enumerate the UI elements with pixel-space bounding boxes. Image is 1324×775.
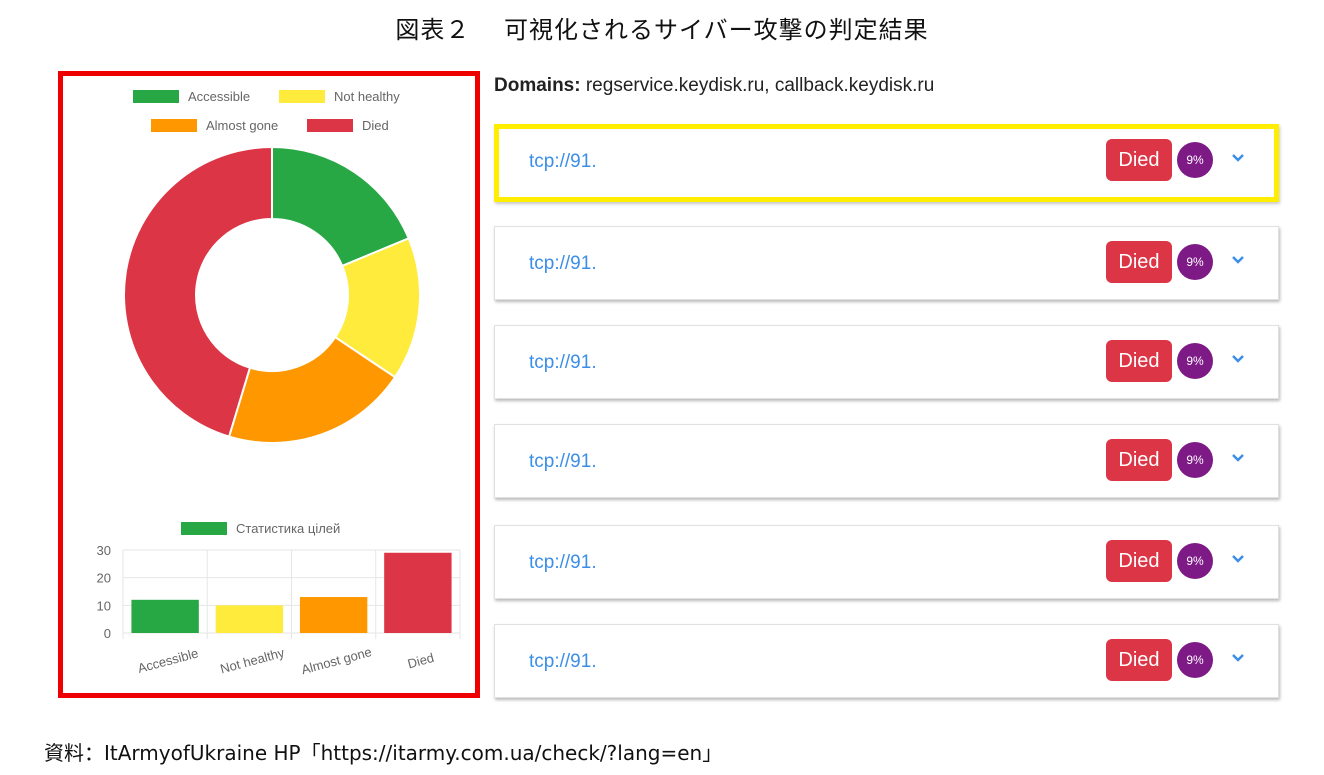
legend-label: Not healthy <box>334 89 400 104</box>
chevron-down-icon[interactable] <box>1231 651 1245 665</box>
figure-source: 資料：ItArmyofUkraine HP「https://itarmy.com… <box>44 741 723 765</box>
x-tick-label: Almost gone <box>300 644 374 677</box>
target-row[interactable]: tcp://91. Died 9% <box>494 424 1279 498</box>
target-row[interactable]: tcp://91. Died 9% <box>494 325 1279 399</box>
percent-badge: 9% <box>1177 442 1213 478</box>
donut-slice-almost-gone <box>227 335 397 444</box>
x-tick-label: Accessible <box>136 645 200 676</box>
figure-title: 図表２ 可視化されるサイバー攻撃の判定結果 <box>395 16 929 44</box>
status-badge: Died <box>1106 139 1172 181</box>
y-tick-label: 10 <box>97 598 111 613</box>
legend-label: Accessible <box>188 89 250 104</box>
legend-swatch <box>307 119 353 132</box>
legend-label: Died <box>362 118 389 133</box>
status-badge: Died <box>1106 241 1172 283</box>
percent-badge: 9% <box>1177 244 1213 280</box>
donut-slice-accessible <box>271 145 411 268</box>
chevron-down-icon[interactable] <box>1231 151 1245 165</box>
bar-accessible <box>131 599 199 633</box>
domains-label: Domains: <box>494 75 581 96</box>
domains-value: regservice.keydisk.ru, callback.keydisk.… <box>585 75 935 96</box>
target-row[interactable]: tcp://91. Died 9% <box>494 624 1279 698</box>
target-address-link[interactable]: tcp://91. <box>529 451 597 472</box>
chevron-down-icon[interactable] <box>1231 352 1245 366</box>
chevron-down-icon[interactable] <box>1231 253 1245 267</box>
chevron-down-icon[interactable] <box>1231 552 1245 566</box>
bar-almost-gone <box>299 597 368 633</box>
target-row[interactable]: tcp://91. Died 9% <box>494 124 1279 202</box>
legend-swatch <box>181 522 227 535</box>
percent-badge: 9% <box>1177 142 1213 178</box>
legend-label: Статистика цілей <box>236 521 340 536</box>
status-badge: Died <box>1106 639 1172 681</box>
status-badge: Died <box>1106 540 1172 582</box>
y-tick-label: 20 <box>97 571 111 586</box>
x-tick-label: Died <box>406 650 436 671</box>
x-tick-label: Not healthy <box>219 645 287 677</box>
legend-label: Almost gone <box>206 118 278 133</box>
target-row[interactable]: tcp://91. Died 9% <box>494 525 1279 599</box>
legend-swatch <box>151 119 197 132</box>
target-address-link[interactable]: tcp://91. <box>529 651 597 672</box>
chevron-down-icon[interactable] <box>1231 451 1245 465</box>
percent-badge: 9% <box>1177 343 1213 379</box>
y-tick-label: 30 <box>97 543 111 558</box>
target-address-link[interactable]: tcp://91. <box>529 151 597 172</box>
y-tick-label: 0 <box>104 626 111 641</box>
target-address-link[interactable]: tcp://91. <box>529 253 597 274</box>
target-row[interactable]: tcp://91. Died 9% <box>494 226 1279 300</box>
chart-panel: Accessible Not healthy Almost gone Died Стат… <box>58 71 480 698</box>
donut-slice-died <box>123 145 273 438</box>
domains-line: Domains: regservice.keydisk.ru, callback… <box>494 75 934 97</box>
bar-not-healthy <box>215 605 284 633</box>
status-badge: Died <box>1106 340 1172 382</box>
legend-swatch <box>279 90 325 103</box>
percent-badge: 9% <box>1177 642 1213 678</box>
target-address-link[interactable]: tcp://91. <box>529 552 597 573</box>
target-address-link[interactable]: tcp://91. <box>529 352 597 373</box>
percent-badge: 9% <box>1177 543 1213 579</box>
bar-died <box>384 552 452 633</box>
target-charts: Accessible Not healthy Almost gone Died Стат… <box>97 89 461 677</box>
status-badge: Died <box>1106 439 1172 481</box>
legend-swatch <box>133 90 179 103</box>
